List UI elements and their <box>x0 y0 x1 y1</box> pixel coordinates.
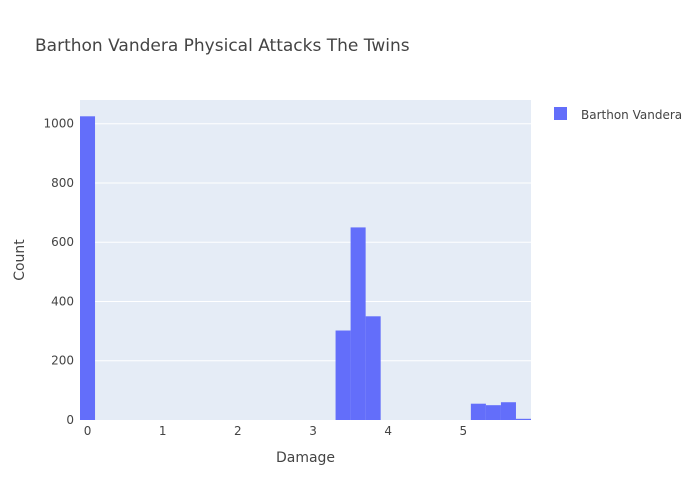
legend-swatch[interactable] <box>554 107 567 120</box>
histogram-bar[interactable] <box>515 418 531 420</box>
histogram-bar[interactable] <box>485 405 501 420</box>
x-tick-label: 0 <box>84 424 92 438</box>
x-tick-label: 1 <box>159 424 167 438</box>
histogram-bar[interactable] <box>80 116 96 420</box>
histogram-bar[interactable] <box>500 402 516 420</box>
x-tick-label: 4 <box>384 424 392 438</box>
y-axis-ticks: 0 200 400 600 800 1000 <box>43 117 74 427</box>
histogram-bar[interactable] <box>365 316 381 420</box>
y-axis-title: Count <box>12 239 28 281</box>
legend[interactable]: Barthon Vandera <box>554 107 682 122</box>
legend-label[interactable]: Barthon Vandera <box>581 108 682 122</box>
histogram-bar[interactable] <box>470 403 486 420</box>
y-tick-label: 200 <box>51 354 74 368</box>
plot-area <box>80 100 531 420</box>
gridlines <box>80 123 531 362</box>
x-tick-label: 2 <box>234 424 242 438</box>
y-tick-label: 400 <box>51 294 74 308</box>
histogram-bar[interactable] <box>350 227 366 420</box>
x-axis-ticks: 0 1 2 3 4 5 <box>84 424 467 438</box>
y-tick-label: 800 <box>51 176 74 190</box>
x-axis-title: Damage <box>276 450 335 466</box>
x-tick-label: 5 <box>460 424 468 438</box>
x-tick-label: 3 <box>309 424 317 438</box>
y-tick-label: 0 <box>66 413 74 427</box>
chart-title: Barthon Vandera Physical Attacks The Twi… <box>35 36 410 56</box>
y-tick-label: 1000 <box>43 117 74 131</box>
histogram-bar[interactable] <box>335 330 351 420</box>
y-tick-label: 600 <box>51 235 74 249</box>
bars <box>80 116 531 420</box>
